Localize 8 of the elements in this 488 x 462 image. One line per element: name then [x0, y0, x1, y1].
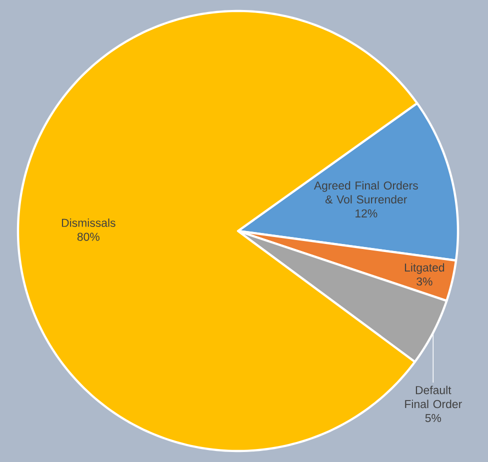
data-label: 3%	[416, 277, 432, 286]
data-label: 12%	[356, 209, 378, 218]
slice-label: Default Final Order	[405, 386, 462, 408]
slice-label: Dismissals	[62, 218, 116, 227]
slice-label: Agreed Final Orders & Vol Surrender	[314, 181, 418, 204]
data-label: 5%	[425, 414, 442, 422]
slice-label: Litgated	[404, 263, 444, 274]
data-label: 80%	[77, 232, 100, 241]
